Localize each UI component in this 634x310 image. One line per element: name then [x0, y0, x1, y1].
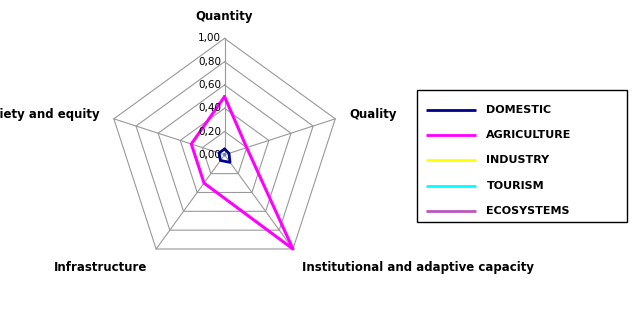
Text: 0,40: 0,40 — [198, 103, 221, 113]
Text: 0,60: 0,60 — [198, 80, 221, 90]
Text: Infrastructure: Infrastructure — [54, 261, 147, 274]
Text: ECOSYSTEMS: ECOSYSTEMS — [486, 206, 570, 216]
Text: 0,20: 0,20 — [198, 126, 221, 136]
Text: Quantity: Quantity — [196, 10, 254, 23]
Text: 0,80: 0,80 — [198, 57, 221, 67]
Text: Institutional and adaptive capacity: Institutional and adaptive capacity — [302, 261, 534, 274]
Text: DOMESTIC: DOMESTIC — [486, 105, 552, 115]
Text: 0,00: 0,00 — [198, 150, 221, 160]
Text: AGRICULTURE: AGRICULTURE — [486, 130, 572, 140]
Text: TOURISM: TOURISM — [486, 181, 544, 191]
FancyBboxPatch shape — [417, 90, 626, 222]
Text: Society and equity: Society and equity — [0, 108, 100, 121]
Text: INDUSTRY: INDUSTRY — [486, 155, 550, 166]
Text: Quality: Quality — [350, 108, 397, 121]
Text: 1,00: 1,00 — [198, 33, 221, 43]
